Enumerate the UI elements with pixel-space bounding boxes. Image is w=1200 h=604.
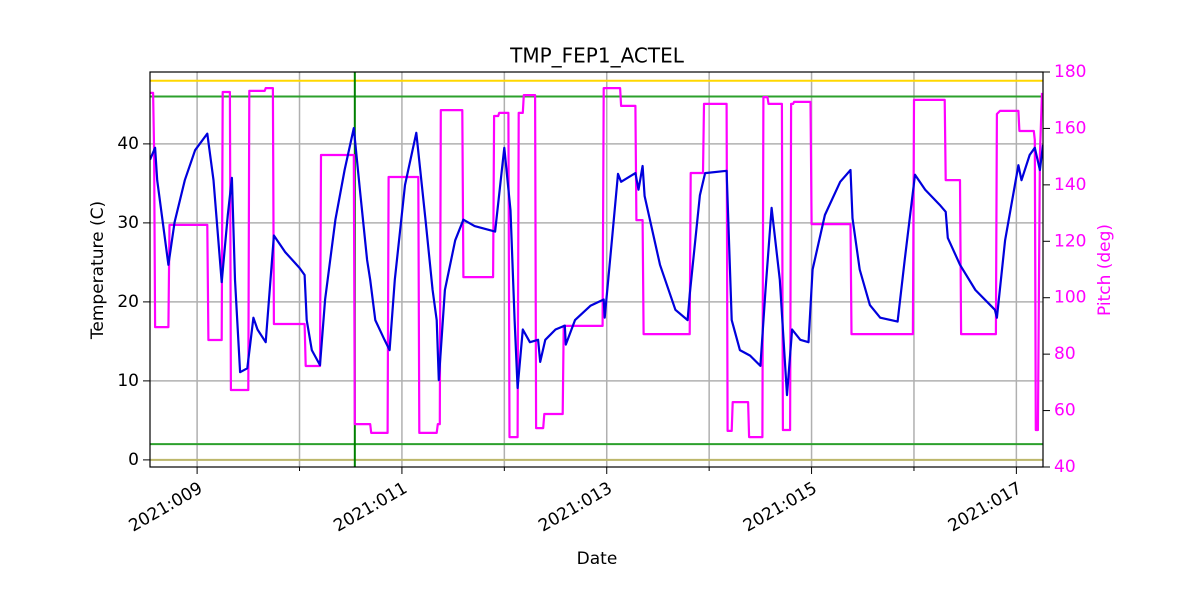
- y2-tick-label: 160: [1054, 118, 1086, 138]
- chart-title: TMP_FEP1_ACTEL: [509, 44, 685, 68]
- y2-tick-label: 140: [1054, 175, 1086, 195]
- y2-tick-label: 180: [1054, 62, 1086, 82]
- y2-tick-label: 40: [1054, 457, 1076, 477]
- y2-tick-label: 60: [1054, 401, 1076, 421]
- y2-tick-label: 120: [1054, 231, 1086, 251]
- y2-tick-label: 80: [1054, 344, 1076, 364]
- y-axis-label: Temperature (C): [88, 201, 108, 340]
- y-tick-label: 40: [117, 134, 139, 154]
- y-tick-label: 30: [117, 213, 139, 233]
- y2-tick-label: 100: [1054, 288, 1086, 308]
- y-tick-label: 0: [128, 450, 139, 470]
- y2-axis-label: Pitch (deg): [1095, 224, 1115, 316]
- plot-frame: [149, 71, 1044, 468]
- y-tick-label: 20: [117, 292, 139, 312]
- data-line: [150, 127, 1043, 397]
- y-tick-label: 10: [117, 371, 139, 391]
- x-axis-label: Date: [577, 549, 618, 569]
